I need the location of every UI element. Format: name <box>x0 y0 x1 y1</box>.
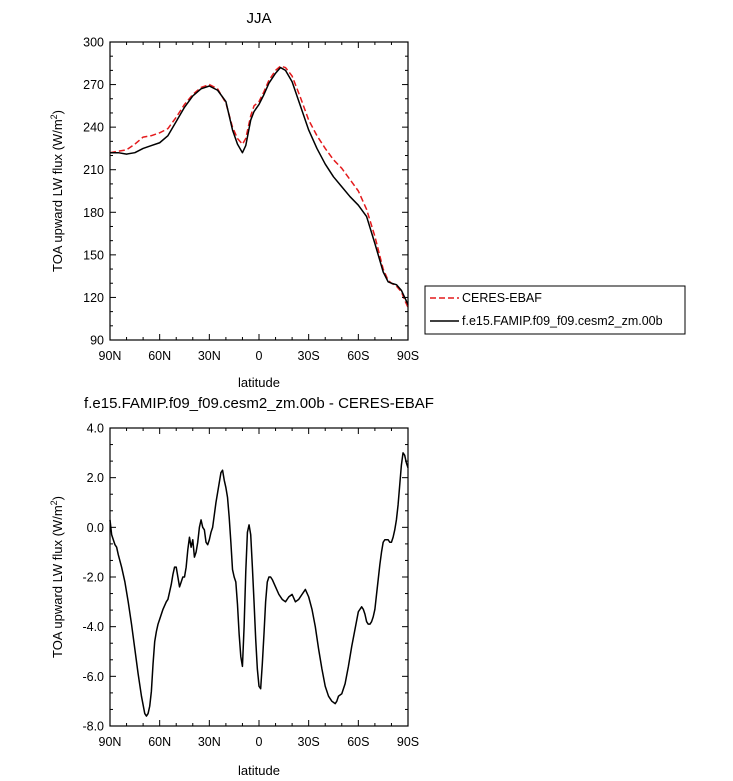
bottom-xtick-label: 0 <box>256 735 263 749</box>
top-xtick-label: 60N <box>148 349 171 363</box>
top-xtick-label: 0 <box>256 349 263 363</box>
top-xtick-label: 60S <box>347 349 369 363</box>
top-ytick-label: 120 <box>83 291 104 305</box>
bottom-ylabel: TOA upward LW flux (W/m2) <box>49 496 65 658</box>
bottom-ytick-label: 4.0 <box>87 422 104 436</box>
legend-box <box>424 285 686 335</box>
bottom-ytick-label: 0.0 <box>87 521 104 535</box>
bottom-panel: f.e15.FAMIP.f09_f09.cesm2_zm.00b - CERES… <box>49 395 434 778</box>
bottom-x-ticks: 90N 60N 30N 0 30S 60S 90S <box>99 428 419 749</box>
top-ytick-label: 150 <box>83 248 104 262</box>
bottom-ytick-label: -4.0 <box>82 620 104 634</box>
top-ytick-label: 240 <box>83 121 104 135</box>
bottom-y-ticks: -8.0 -6.0 -4.0 -2.0 0.0 2.0 4.0 <box>82 422 408 734</box>
bottom-ylabel-sup: 2 <box>49 500 59 505</box>
top-y-ticks: 90 120 150 180 210 240 270 300 <box>83 36 408 348</box>
top-plot-area <box>109 65 409 308</box>
top-ytick-label: 180 <box>83 206 104 220</box>
bottom-plot-area <box>109 452 409 717</box>
top-ylabel-sup: 2 <box>49 114 59 119</box>
top-plot-frame <box>109 41 409 341</box>
top-xlabel: latitude <box>238 375 280 390</box>
top-ylabel: TOA upward LW flux (W/m2) <box>49 110 65 272</box>
top-ytick-label: 270 <box>83 78 104 92</box>
top-series-line-1 <box>110 66 409 305</box>
legend: CERES-EBAF f.e15.FAMIP.f09_f09.cesm2_zm.… <box>424 285 686 335</box>
bottom-ylabel-main: TOA upward LW flux (W/m <box>50 505 65 658</box>
top-xtick-label: 30S <box>298 349 320 363</box>
bottom-series-line-0 <box>109 452 409 717</box>
bottom-title: f.e15.FAMIP.f09_f09.cesm2_zm.00b - CERES… <box>84 395 434 412</box>
top-panel: JJA 90N 60N 30N 0 30S 60S 90S 90 120 150 180 210 24… <box>49 10 419 390</box>
bottom-xtick-label: 60S <box>347 735 369 749</box>
bottom-ylabel-close: ) <box>50 496 65 500</box>
bottom-xtick-label: 90N <box>99 735 122 749</box>
top-x-ticks: 90N 60N 30N 0 30S 60S 90S <box>99 42 419 363</box>
top-xtick-label: 90N <box>99 349 122 363</box>
top-xtick-label: 30N <box>198 349 221 363</box>
legend-label-model: f.e15.FAMIP.f09_f09.cesm2_zm.00b <box>462 314 663 328</box>
top-series-line-0 <box>109 65 409 308</box>
top-ytick-label: 300 <box>83 36 104 50</box>
bottom-ytick-label: -8.0 <box>82 720 104 734</box>
top-ylabel-main: TOA upward LW flux (W/m <box>50 119 65 272</box>
legend-label-ceres: CERES-EBAF <box>462 291 542 305</box>
top-title: JJA <box>246 10 271 27</box>
top-ytick-label: 90 <box>90 334 104 348</box>
bottom-xtick-label: 60N <box>148 735 171 749</box>
bottom-xtick-label: 90S <box>397 735 419 749</box>
top-ylabel-close: ) <box>50 110 65 114</box>
bottom-ytick-label: -6.0 <box>82 670 104 684</box>
bottom-xtick-label: 30N <box>198 735 221 749</box>
bottom-xtick-label: 30S <box>298 735 320 749</box>
bottom-ytick-label: -2.0 <box>82 571 104 585</box>
bottom-ytick-label: 2.0 <box>87 471 104 485</box>
top-ytick-label: 210 <box>83 163 104 177</box>
bottom-xlabel: latitude <box>238 763 280 778</box>
top-xtick-label: 90S <box>397 349 419 363</box>
